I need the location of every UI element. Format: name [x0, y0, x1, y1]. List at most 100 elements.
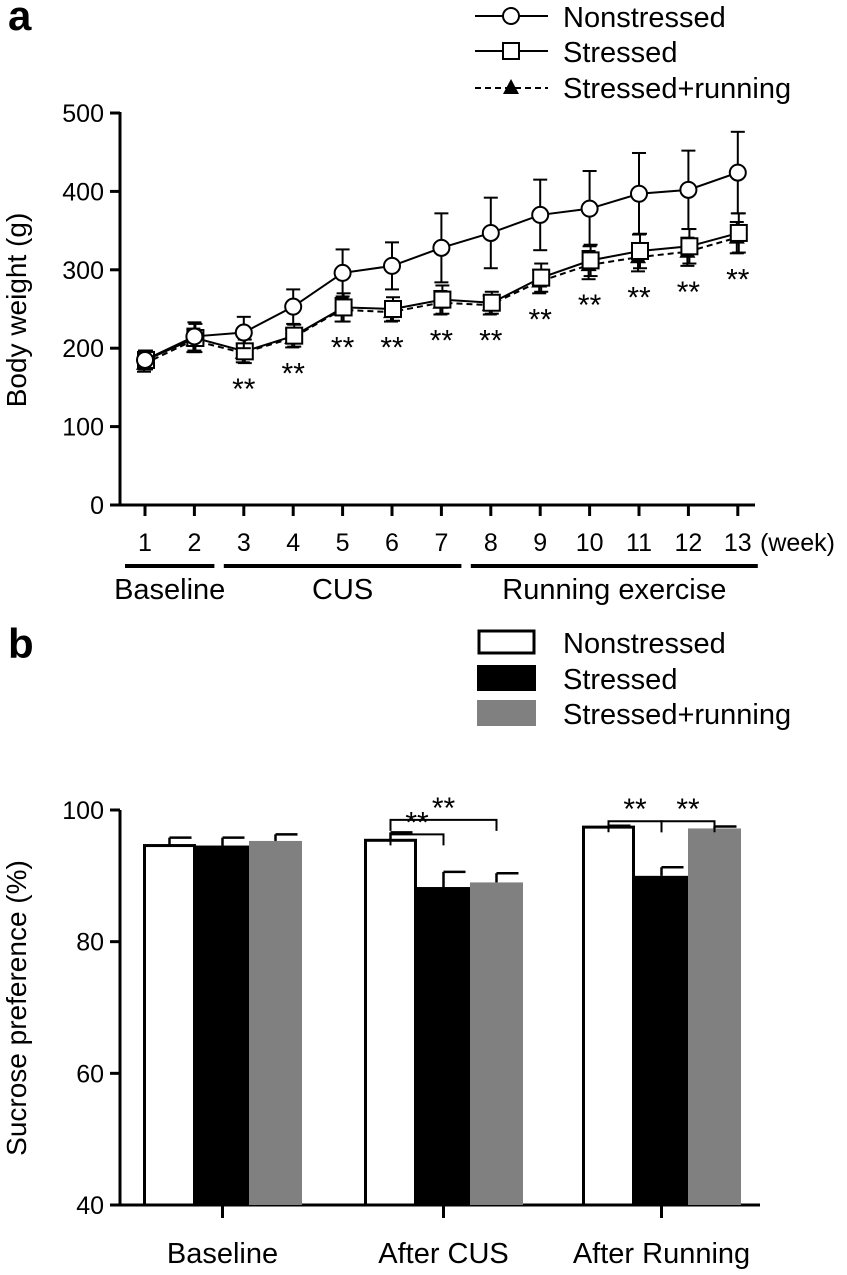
- y-tick-label: 100: [62, 414, 104, 442]
- phase-label: Baseline: [114, 574, 225, 606]
- data-point: [234, 323, 253, 342]
- white-swatch-icon: [477, 629, 536, 655]
- data-point: [136, 350, 154, 369]
- legend-item-nonstressed: Nonstressed: [475, 2, 726, 34]
- data-point: [481, 223, 500, 242]
- panel-b-y-label: Sucrose preference (%): [1, 860, 32, 1156]
- data-point: [285, 326, 304, 345]
- x-category-label: After CUS: [378, 1238, 509, 1270]
- x-category-label: Baseline: [167, 1238, 278, 1270]
- significance-bracket: [389, 833, 445, 846]
- panel-b: b 40 60 80 100 Baseline After CUS After Runni…: [1, 620, 791, 1270]
- significance-star: **: [677, 276, 701, 309]
- panel-a-label: a: [8, 0, 32, 39]
- y-tick-label: 40: [76, 1192, 104, 1220]
- significance-star: **: [676, 793, 700, 826]
- panel-a-y-label: Body weight (g): [1, 213, 32, 408]
- significance-bracket: [660, 820, 716, 833]
- significance-star: **: [282, 357, 306, 390]
- bar: [364, 838, 417, 1207]
- x-category-label: After Running: [573, 1238, 750, 1270]
- y-tick-label: 200: [62, 335, 104, 363]
- data-point: [630, 184, 648, 203]
- legend-label: Stressed+running: [563, 73, 791, 105]
- x-tick-label: 4: [286, 529, 300, 557]
- legend-label: Stressed: [563, 664, 677, 696]
- phase-label: Running exercise: [502, 574, 726, 606]
- data-point: [531, 205, 550, 224]
- data-point: [432, 238, 451, 257]
- phase-label: CUS: [312, 574, 373, 606]
- panel-a-x-unit: (week): [760, 529, 835, 557]
- x-tick-label: 13: [724, 529, 752, 557]
- data-point: [631, 241, 649, 260]
- y-tick-label: 500: [62, 100, 104, 128]
- data-point: [680, 237, 699, 256]
- panel-b-label: b: [8, 620, 34, 667]
- significance-star: **: [232, 373, 256, 406]
- triangle-marker-icon: [503, 79, 519, 94]
- x-tick-label: 3: [237, 529, 251, 557]
- bar: [196, 845, 249, 1205]
- panel-b-legend: Nonstressed Stressed Stressed+running: [477, 628, 791, 731]
- data-point: [580, 199, 599, 218]
- significance-star: **: [529, 303, 553, 336]
- legend-label: Stressed+running: [563, 699, 791, 731]
- data-point: [384, 300, 402, 318]
- legend-label: Stressed: [563, 37, 677, 69]
- data-point: [532, 268, 551, 287]
- data-point: [334, 298, 353, 317]
- legend-label: Nonstressed: [563, 2, 726, 34]
- data-point: [581, 251, 600, 270]
- significance-star: **: [331, 332, 355, 365]
- x-tick-label: 12: [674, 529, 702, 557]
- x-tick-label: 6: [385, 529, 399, 557]
- data-point: [679, 180, 698, 199]
- data-point: [728, 163, 747, 182]
- x-tick-label: 9: [533, 529, 547, 557]
- data-point: [284, 297, 303, 316]
- x-tick-label: 8: [484, 529, 498, 557]
- square-marker-icon: [502, 42, 520, 60]
- x-tick-label: 2: [187, 529, 201, 557]
- significance-bracket: [389, 818, 498, 831]
- significance-star: **: [726, 263, 750, 296]
- x-tick-label: 1: [138, 529, 152, 557]
- legend-item-stressed: Stressed: [475, 37, 677, 69]
- data-point: [383, 256, 401, 275]
- data-point: [433, 290, 452, 309]
- bar: [688, 828, 741, 1205]
- data-point: [729, 223, 748, 242]
- x-tick-label: 11: [626, 529, 652, 557]
- significance-star: **: [578, 289, 602, 322]
- x-tick-label: 5: [336, 529, 350, 557]
- black-swatch-icon: [477, 665, 536, 691]
- significance-star: **: [430, 324, 454, 357]
- significance-star: **: [627, 281, 651, 314]
- y-tick-label: 60: [76, 1060, 104, 1088]
- bar: [582, 825, 635, 1207]
- panel-a-legend: Nonstressed Stressed Stressed+running: [475, 2, 791, 105]
- data-point: [185, 327, 204, 346]
- significance-star: **: [479, 324, 503, 357]
- y-tick-label: 400: [62, 178, 104, 206]
- circle-marker-icon: [502, 7, 520, 25]
- y-tick-label: 300: [62, 257, 104, 285]
- series-nonstressed: [136, 130, 747, 371]
- y-tick-label: 0: [90, 492, 104, 520]
- bar: [143, 844, 196, 1207]
- x-tick-label: 10: [576, 529, 604, 557]
- data-point: [482, 293, 501, 312]
- legend-item-nonstressed: Nonstressed: [477, 628, 726, 660]
- bar: [635, 875, 688, 1205]
- significance-star: **: [405, 806, 429, 839]
- bar: [470, 882, 523, 1205]
- legend-item-stressed: Stressed: [477, 664, 677, 696]
- bar: [249, 840, 302, 1205]
- significance-star: **: [432, 792, 456, 825]
- data-point: [333, 263, 352, 282]
- y-tick-label: 100: [62, 797, 104, 825]
- bar: [417, 887, 470, 1205]
- legend-label: Nonstressed: [563, 628, 726, 660]
